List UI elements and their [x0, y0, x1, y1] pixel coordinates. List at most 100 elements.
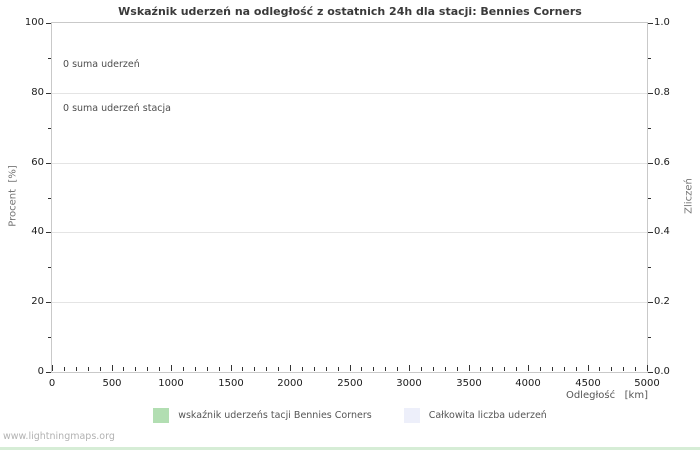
x-minor-tick [623, 367, 624, 371]
x-minor-tick [564, 367, 565, 371]
legend-label-station-ratio: wskaźnik uderzeńs tacji Bennies Corners [178, 410, 372, 421]
y-tick-label-right: 0.2 [654, 296, 670, 307]
x-axis-label: Odległość [km] [565, 390, 648, 401]
x-major-tick [52, 365, 53, 371]
x-minor-tick [278, 367, 279, 371]
x-minor-tick [266, 367, 267, 371]
x-tick-label: 500 [102, 378, 122, 389]
x-minor-tick [338, 367, 339, 371]
y-axis-label-right: Zliczeń [683, 178, 695, 214]
x-major-tick [409, 365, 410, 371]
y-major-tick-right [648, 372, 653, 373]
y-tick-label-right: 0.8 [654, 87, 670, 98]
x-tick-label: 3500 [456, 378, 482, 389]
y-tick-label-left: 0 [37, 366, 44, 377]
y-major-tick-left [46, 232, 51, 233]
y-minor-tick-right [648, 128, 651, 129]
legend-item-total-strikes: Całkowita liczba uderzeń [403, 408, 547, 423]
y-minor-tick-right [648, 337, 651, 338]
x-minor-tick [361, 367, 362, 371]
x-minor-tick [611, 367, 612, 371]
annotation-block: 0 suma uderzeń 0 suma uderzeń stacja [63, 29, 171, 145]
x-tick-label: 1500 [218, 378, 244, 389]
x-major-tick [290, 365, 291, 371]
x-minor-tick [552, 367, 553, 371]
y-minor-tick-right [648, 198, 651, 199]
x-minor-tick [76, 367, 77, 371]
x-minor-tick [385, 367, 386, 371]
x-major-tick [171, 365, 172, 371]
x-minor-tick [397, 367, 398, 371]
x-minor-tick [302, 367, 303, 371]
annotation-station-strikes: 0 suma uderzeń stacja [63, 102, 171, 114]
x-minor-tick [254, 367, 255, 371]
legend-item-station-ratio: wskaźnik uderzeńs tacji Bennies Corners [153, 408, 372, 423]
y-major-tick-left [46, 302, 51, 303]
x-minor-tick [123, 367, 124, 371]
x-major-tick [588, 365, 589, 371]
legend-swatch-total-strikes-icon [403, 408, 420, 423]
x-tick-label: 4000 [515, 378, 541, 389]
x-tick-label: 2000 [277, 378, 303, 389]
x-major-tick [231, 365, 232, 371]
y-tick-label-left: 60 [31, 157, 44, 168]
x-minor-tick [100, 367, 101, 371]
x-minor-tick [135, 367, 136, 371]
x-minor-tick [445, 367, 446, 371]
x-tick-label: 5000 [634, 378, 660, 389]
y-major-tick-left [46, 163, 51, 164]
x-minor-tick [504, 367, 505, 371]
y-minor-tick-left [48, 267, 51, 268]
y-minor-tick-left [48, 198, 51, 199]
x-minor-tick [433, 367, 434, 371]
x-minor-tick [480, 367, 481, 371]
y-major-tick-right [648, 163, 653, 164]
x-minor-tick [64, 367, 65, 371]
gridline [52, 302, 647, 303]
x-major-tick [112, 365, 113, 371]
y-major-tick-right [648, 23, 653, 24]
x-minor-tick [326, 367, 327, 371]
y-minor-tick-right [648, 267, 651, 268]
x-tick-label: 2500 [337, 378, 363, 389]
y-tick-label-right: 0.6 [654, 157, 670, 168]
x-tick-label: 3000 [396, 378, 422, 389]
y-tick-label-right: 0.4 [654, 226, 670, 237]
page-title: Wskaźnik uderzeń na odległość z ostatnic… [118, 5, 582, 18]
x-minor-tick [457, 367, 458, 371]
legend-label-total-strikes: Całkowita liczba uderzeń [428, 410, 547, 421]
x-minor-tick [421, 367, 422, 371]
x-tick-label: 4500 [575, 378, 601, 389]
x-minor-tick [516, 367, 517, 371]
x-minor-tick [599, 367, 600, 371]
x-minor-tick [183, 367, 184, 371]
gridline [52, 232, 647, 233]
y-tick-label-right: 0.0 [654, 366, 670, 377]
legend-swatch-station-ratio-icon [153, 408, 170, 423]
x-minor-tick [195, 367, 196, 371]
y-tick-label-right: 1.0 [654, 17, 670, 28]
x-major-tick [647, 365, 648, 371]
y-tick-label-left: 80 [31, 87, 44, 98]
y-minor-tick-right [648, 58, 651, 59]
y-major-tick-right [648, 232, 653, 233]
y-minor-tick-left [48, 337, 51, 338]
y-tick-label-left: 100 [24, 17, 44, 28]
x-minor-tick [88, 367, 89, 371]
x-minor-tick [576, 367, 577, 371]
y-major-tick-left [46, 23, 51, 24]
y-major-tick-right [648, 302, 653, 303]
annotation-total-strikes: 0 suma uderzeń [63, 59, 140, 70]
x-major-tick [528, 365, 529, 371]
x-minor-tick [373, 367, 374, 371]
y-axis-label-left: Procent [%] [7, 165, 19, 227]
x-minor-tick [314, 367, 315, 371]
legend: wskaźnik uderzeńs tacji Bennies Corners … [0, 408, 700, 423]
y-major-tick-left [46, 93, 51, 94]
plot-area [51, 22, 648, 373]
y-tick-label-left: 20 [31, 296, 44, 307]
gridline [52, 163, 647, 164]
y-minor-tick-left [48, 128, 51, 129]
x-minor-tick [147, 367, 148, 371]
